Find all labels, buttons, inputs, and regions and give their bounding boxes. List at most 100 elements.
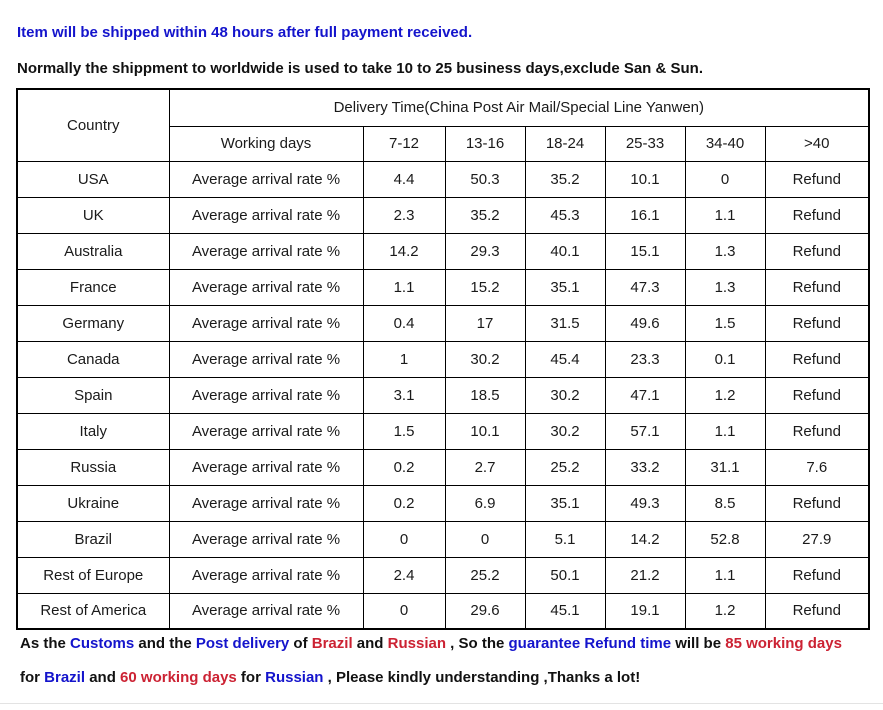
- value-cell: 15.2: [444, 268, 526, 306]
- refund-cell: Refund: [764, 556, 870, 594]
- row-label-cell: Average arrival rate %: [168, 304, 364, 342]
- table-row: Canada Average arrival rate % 1 30.2 45.…: [16, 340, 870, 378]
- value-cell: 1.5: [362, 412, 446, 450]
- footer-segment: of: [289, 635, 312, 652]
- refund-cell: Refund: [764, 304, 870, 342]
- refund-cell: 7.6: [764, 448, 870, 486]
- footer-segment: Brazil: [44, 669, 86, 686]
- value-cell: 21.2: [604, 556, 686, 594]
- value-cell: 14.2: [362, 232, 446, 270]
- table-row: UK Average arrival rate % 2.3 35.2 45.3 …: [16, 196, 870, 234]
- refund-cell: Refund: [764, 412, 870, 450]
- row-label-cell: Average arrival rate %: [168, 160, 364, 198]
- value-cell: 0: [684, 160, 766, 198]
- footer-segment: Post delivery: [195, 635, 290, 652]
- refund-cell: Refund: [764, 160, 870, 198]
- country-cell: Italy: [16, 412, 170, 450]
- footer-segment: guarantee Refund time: [508, 635, 672, 652]
- refund-cell: Refund: [764, 484, 870, 522]
- country-cell: Germany: [16, 304, 170, 342]
- table-row: Rest of Europe Average arrival rate % 2.…: [16, 556, 870, 594]
- value-cell: 25.2: [444, 556, 526, 594]
- value-cell: 0.1: [684, 340, 766, 378]
- value-cell: 4.4: [362, 160, 446, 198]
- row-label-cell: Average arrival rate %: [168, 232, 364, 270]
- refund-cell: Refund: [764, 340, 870, 378]
- row-label-cell: Average arrival rate %: [168, 520, 364, 558]
- refund-cell: Refund: [764, 196, 870, 234]
- country-cell: Russia: [16, 448, 170, 486]
- footer-note-line1: As the Customs and the Post delivery of …: [20, 635, 842, 652]
- value-cell: 1.2: [684, 376, 766, 414]
- value-cell: 50.3: [444, 160, 526, 198]
- value-cell: 17: [444, 304, 526, 342]
- working-days-header-cell: Working days: [168, 125, 364, 162]
- country-cell: USA: [16, 160, 170, 198]
- table-header-row-2: Working days 7-12 13-16 18-24 25-33 34-4…: [17, 125, 870, 162]
- value-cell: 29.6: [444, 592, 526, 630]
- footer-segment: As the: [20, 635, 71, 652]
- value-cell: 1.3: [684, 268, 766, 306]
- value-cell: 25.2: [524, 448, 606, 486]
- country-cell: Spain: [16, 376, 170, 414]
- value-cell: 1.1: [684, 196, 766, 234]
- footer-segment: 60 working days: [120, 669, 237, 686]
- value-cell: 0.2: [362, 448, 446, 486]
- value-cell: 1.1: [684, 556, 766, 594]
- value-cell: 45.3: [524, 196, 606, 234]
- value-cell: 2.7: [444, 448, 526, 486]
- day-range-cell: 7-12: [362, 125, 446, 162]
- footer-segment: and: [352, 635, 388, 652]
- value-cell: 49.3: [604, 484, 686, 522]
- value-cell: 1.2: [684, 592, 766, 630]
- table-header-row-1: Country Delivery Time(China Post Air Mai…: [16, 88, 870, 162]
- value-cell: 49.6: [604, 304, 686, 342]
- country-cell: Brazil: [16, 520, 170, 558]
- row-label-cell: Average arrival rate %: [168, 592, 364, 630]
- value-cell: 0: [362, 520, 446, 558]
- refund-cell: Refund: [764, 268, 870, 306]
- value-cell: 50.1: [524, 556, 606, 594]
- value-cell: 6.9: [444, 484, 526, 522]
- value-cell: 5.1: [524, 520, 606, 558]
- table-row: Germany Average arrival rate % 0.4 17 31…: [16, 304, 870, 342]
- table-row: Italy Average arrival rate % 1.5 10.1 30…: [16, 412, 870, 450]
- value-cell: 57.1: [604, 412, 686, 450]
- value-cell: 8.5: [684, 484, 766, 522]
- value-cell: 31.5: [524, 304, 606, 342]
- footer-segment: and: [85, 669, 121, 686]
- footer-segment: , So the: [446, 635, 509, 652]
- footer-segment: for: [236, 669, 266, 686]
- row-label-cell: Average arrival rate %: [168, 376, 364, 414]
- value-cell: 14.2: [604, 520, 686, 558]
- footer-segment: Customs: [70, 635, 135, 652]
- value-cell: 35.1: [524, 268, 606, 306]
- value-cell: 2.4: [362, 556, 446, 594]
- bottom-divider: [0, 703, 883, 704]
- value-cell: 1: [362, 340, 446, 378]
- value-cell: 16.1: [604, 196, 686, 234]
- day-range-over40-cell: >40: [764, 125, 870, 162]
- table-row: Spain Average arrival rate % 3.1 18.5 30…: [16, 376, 870, 414]
- value-cell: 0: [444, 520, 526, 558]
- value-cell: 30.2: [444, 340, 526, 378]
- refund-cell: Refund: [764, 232, 870, 270]
- delivery-time-table: Country Delivery Time(China Post Air Mai…: [16, 88, 871, 630]
- value-cell: 15.1: [604, 232, 686, 270]
- value-cell: 35.1: [524, 484, 606, 522]
- table-row: Russia Average arrival rate % 0.2 2.7 25…: [16, 448, 870, 486]
- country-cell: Rest of Europe: [16, 556, 170, 594]
- table-row: Ukraine Average arrival rate % 0.2 6.9 3…: [16, 484, 870, 522]
- value-cell: 19.1: [604, 592, 686, 630]
- value-cell: 30.2: [524, 376, 606, 414]
- footer-segment: , Please kindly understanding ,Thanks a …: [323, 669, 641, 686]
- value-cell: 0: [362, 592, 446, 630]
- table-row: Rest of America Average arrival rate % 0…: [16, 592, 870, 630]
- row-label-cell: Average arrival rate %: [168, 340, 364, 378]
- value-cell: 35.2: [444, 196, 526, 234]
- value-cell: 30.2: [524, 412, 606, 450]
- value-cell: 1.5: [684, 304, 766, 342]
- row-label-cell: Average arrival rate %: [168, 196, 364, 234]
- value-cell: 1.3: [684, 232, 766, 270]
